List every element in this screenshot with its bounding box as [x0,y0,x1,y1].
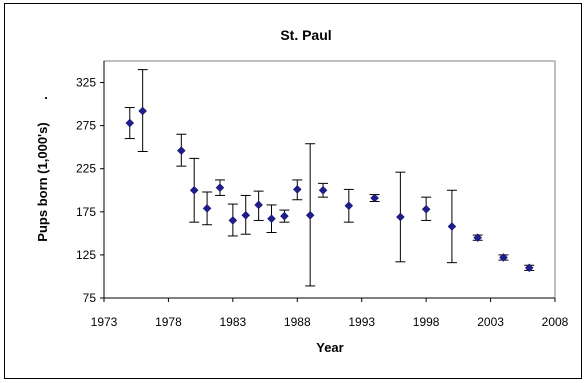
data-point [344,201,354,211]
data-point [241,210,251,220]
plot-area [103,60,556,299]
x-axis-title: Year [316,340,343,355]
data-point [370,193,379,203]
data-point [202,204,212,213]
y-tick-label: 125 [76,248,96,262]
data-point [396,212,405,222]
data-points [125,106,534,273]
data-point [447,222,457,231]
x-tick-label: 2003 [477,315,504,329]
x-tick-label: 1998 [413,315,440,329]
data-point [305,210,315,220]
x-ticks: 1973 1978 1983 1988 1993 1998 2003 2008 [91,298,569,329]
y-tick-label: 275 [76,119,96,133]
x-tick-label: 2008 [542,315,569,329]
data-point [473,233,483,243]
chart-title: St. Paul [280,27,331,43]
x-tick-label: 1978 [155,315,182,329]
data-point [254,200,263,210]
error-bars [124,69,535,287]
data-point [189,185,199,195]
data-point [138,106,148,116]
x-tick-label: 1983 [220,315,247,329]
data-point [125,118,135,128]
data-point [318,185,328,195]
data-point [292,185,302,194]
data-point [228,216,238,225]
y-tick-label: 75 [83,291,97,305]
data-point [499,253,508,262]
chart-frame [4,3,582,379]
data-point [215,183,225,193]
data-point [176,146,186,155]
y-tick-label: 225 [76,162,96,176]
y-tick-label: 175 [76,205,96,219]
data-point [524,263,534,273]
x-tick-label: 1988 [284,315,311,329]
data-point [421,204,431,214]
data-point [280,211,289,221]
x-tick-label: 1993 [348,315,375,329]
y-axis-title-suffix: . [35,96,50,100]
x-tick-label: 1973 [91,315,118,329]
y-ticks: 75 125 175 225 275 325 [76,76,104,305]
y-tick-label: 325 [76,76,96,90]
y-axis-title: Pups born (1,000's) [35,122,50,241]
data-point [267,214,276,224]
